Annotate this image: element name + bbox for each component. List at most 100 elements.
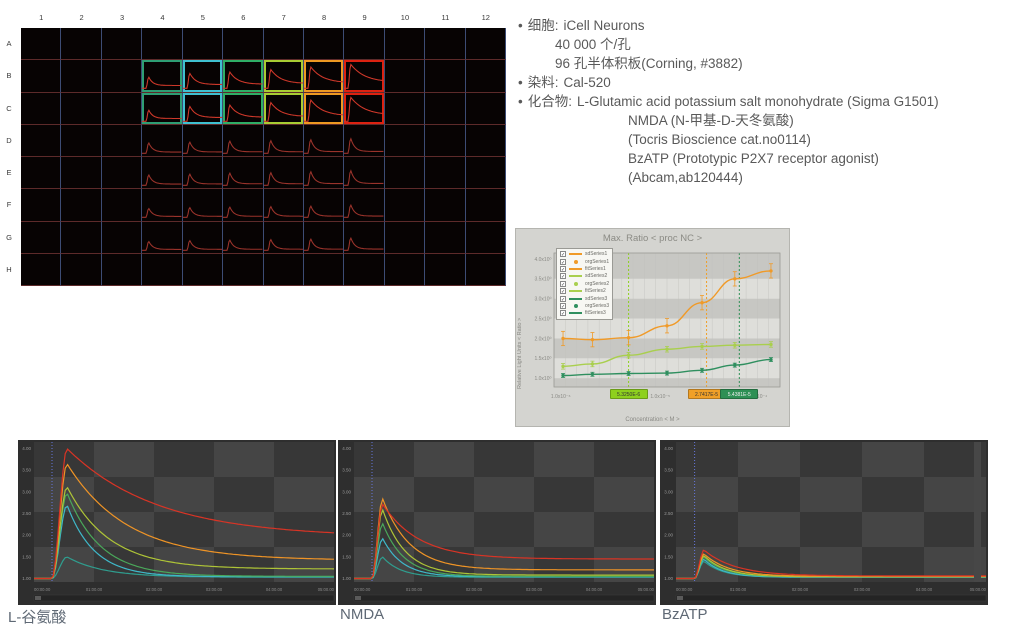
plate-well-B10[interactable]: [384, 60, 426, 93]
plate-well-C8[interactable]: [303, 92, 345, 125]
checkbox-icon[interactable]: ✓: [560, 295, 566, 303]
plate-well-C1[interactable]: [21, 92, 62, 125]
plate-well-D5[interactable]: [182, 124, 224, 157]
plate-well-A4[interactable]: [142, 28, 183, 61]
plate-well-G5[interactable]: [182, 221, 224, 254]
plate-well-C5[interactable]: [182, 92, 224, 125]
plate-well-D2[interactable]: [61, 124, 102, 157]
plate-well-E5[interactable]: [182, 157, 224, 190]
plate-well-H3[interactable]: [101, 253, 143, 286]
plate-well-G4[interactable]: [142, 221, 183, 254]
plate-well-A11[interactable]: [425, 28, 466, 61]
v-scrollbar[interactable]: [974, 442, 981, 582]
plate-well-E8[interactable]: [303, 157, 345, 190]
plate-well-G7[interactable]: [263, 221, 304, 254]
plate-well-E1[interactable]: [21, 157, 62, 190]
plate-well-F12[interactable]: [465, 189, 506, 222]
plate-well-H5[interactable]: [182, 253, 224, 286]
plate-well-B5[interactable]: [182, 60, 224, 93]
plate-well-G1[interactable]: [21, 221, 62, 254]
plate-well-C12[interactable]: [465, 92, 506, 125]
plate-well-B1[interactable]: [21, 60, 62, 93]
plate-well-B11[interactable]: [425, 60, 466, 93]
plate-well-F5[interactable]: [182, 189, 224, 222]
plate-well-H11[interactable]: [425, 253, 466, 286]
plate-well-F3[interactable]: [101, 189, 143, 222]
plate-well-F9[interactable]: [344, 189, 385, 222]
plate-well-B7[interactable]: [263, 60, 304, 93]
checkbox-icon[interactable]: ✓: [560, 310, 566, 318]
plate-well-D8[interactable]: [303, 124, 345, 157]
plate-well-H10[interactable]: [384, 253, 426, 286]
plate-well-A6[interactable]: [223, 28, 264, 61]
plate-well-D12[interactable]: [465, 124, 506, 157]
plate-well-F6[interactable]: [223, 189, 264, 222]
plate-well-A9[interactable]: [344, 28, 385, 61]
plate-well-H1[interactable]: [21, 253, 62, 286]
plate-well-C6[interactable]: [223, 92, 264, 125]
plate-well-A1[interactable]: [21, 28, 62, 61]
checkbox-icon[interactable]: ✓: [560, 280, 566, 288]
plate-well-A12[interactable]: [465, 28, 506, 61]
plate-well-G12[interactable]: [465, 221, 506, 254]
plate-well-A7[interactable]: [263, 28, 304, 61]
checkbox-icon[interactable]: ✓: [560, 258, 566, 266]
h-scrollbar-thumb[interactable]: [355, 596, 361, 600]
plate-well-B9[interactable]: [344, 60, 385, 93]
plate-well-G11[interactable]: [425, 221, 466, 254]
plate-well-F2[interactable]: [61, 189, 102, 222]
plate-well-C4[interactable]: [142, 92, 183, 125]
plate-well-A5[interactable]: [182, 28, 224, 61]
plate-well-D1[interactable]: [21, 124, 62, 157]
checkbox-icon[interactable]: ✓: [560, 288, 566, 296]
plate-well-E6[interactable]: [223, 157, 264, 190]
plate-well-F4[interactable]: [142, 189, 183, 222]
plate-well-G2[interactable]: [61, 221, 102, 254]
h-scrollbar[interactable]: [675, 594, 987, 602]
plate-well-H9[interactable]: [344, 253, 385, 286]
plate-well-G9[interactable]: [344, 221, 385, 254]
plate-well-G10[interactable]: [384, 221, 426, 254]
plate-well-B2[interactable]: [61, 60, 102, 93]
h-scrollbar-thumb[interactable]: [35, 596, 41, 600]
plate-well-G8[interactable]: [303, 221, 345, 254]
plate-well-A8[interactable]: [303, 28, 345, 61]
plate-well-E9[interactable]: [344, 157, 385, 190]
plate-well-H8[interactable]: [303, 253, 345, 286]
plate-well-H12[interactable]: [465, 253, 506, 286]
plate-well-D10[interactable]: [384, 124, 426, 157]
plate-well-F7[interactable]: [263, 189, 304, 222]
h-scrollbar[interactable]: [33, 594, 335, 602]
plate-well-D4[interactable]: [142, 124, 183, 157]
plate-well-F11[interactable]: [425, 189, 466, 222]
plate-well-D9[interactable]: [344, 124, 385, 157]
plate-well-B3[interactable]: [101, 60, 143, 93]
plate-well-F10[interactable]: [384, 189, 426, 222]
plate-well-F8[interactable]: [303, 189, 345, 222]
plate-well-H4[interactable]: [142, 253, 183, 286]
plate-well-C2[interactable]: [61, 92, 102, 125]
plate-well-A2[interactable]: [61, 28, 102, 61]
checkbox-icon[interactable]: ✓: [560, 265, 566, 273]
plate-well-H6[interactable]: [223, 253, 264, 286]
plate-well-G6[interactable]: [223, 221, 264, 254]
plate-well-B12[interactable]: [465, 60, 506, 93]
plate-well-D6[interactable]: [223, 124, 264, 157]
plate-well-C11[interactable]: [425, 92, 466, 125]
plate-well-C10[interactable]: [384, 92, 426, 125]
plate-well-B8[interactable]: [303, 60, 345, 93]
plate-well-E12[interactable]: [465, 157, 506, 190]
plate-well-F1[interactable]: [21, 189, 62, 222]
plate-well-C3[interactable]: [101, 92, 143, 125]
plate-well-G3[interactable]: [101, 221, 143, 254]
plate-well-D7[interactable]: [263, 124, 304, 157]
plate-well-H2[interactable]: [61, 253, 102, 286]
plate-well-H7[interactable]: [263, 253, 304, 286]
plate-well-C7[interactable]: [263, 92, 304, 125]
plate-well-A10[interactable]: [384, 28, 426, 61]
plate-well-B6[interactable]: [223, 60, 264, 93]
plate-well-E10[interactable]: [384, 157, 426, 190]
plate-well-B4[interactable]: [142, 60, 183, 93]
plate-well-E7[interactable]: [263, 157, 304, 190]
plate-well-C9[interactable]: [344, 92, 385, 125]
